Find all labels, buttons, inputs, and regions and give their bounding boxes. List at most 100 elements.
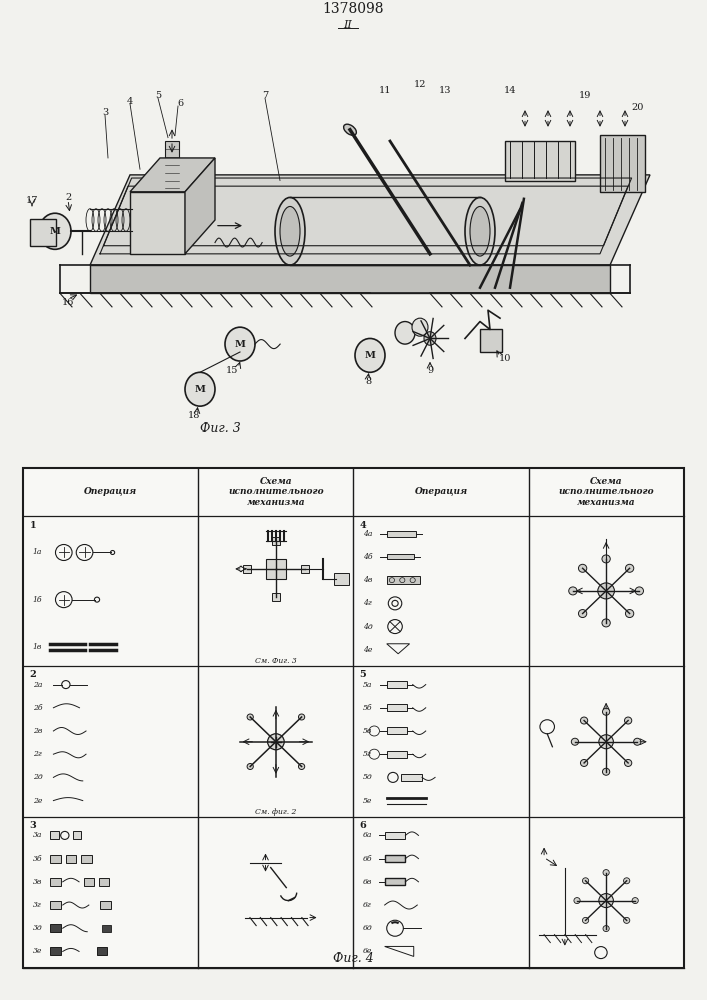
Text: 10: 10 <box>499 354 511 363</box>
Text: 4: 4 <box>127 97 133 106</box>
Circle shape <box>598 583 614 599</box>
Text: 6б: 6б <box>363 855 373 863</box>
Circle shape <box>602 708 609 715</box>
Text: 16: 16 <box>62 298 74 307</box>
Text: 12: 12 <box>414 80 426 89</box>
Bar <box>600 135 645 192</box>
Bar <box>387 704 407 711</box>
Circle shape <box>632 898 638 904</box>
Text: 6д: 6д <box>363 924 373 932</box>
Text: 3в: 3в <box>33 878 42 886</box>
Text: М: М <box>194 385 206 394</box>
Text: 5г: 5г <box>363 750 372 758</box>
Circle shape <box>580 717 588 724</box>
Circle shape <box>355 338 385 372</box>
Text: М: М <box>235 340 245 349</box>
Circle shape <box>574 898 580 904</box>
Text: 15: 15 <box>226 366 238 375</box>
Ellipse shape <box>344 124 356 135</box>
Text: 4б: 4б <box>363 553 373 561</box>
Bar <box>385 855 405 862</box>
Text: 11: 11 <box>379 86 391 95</box>
Text: 5б: 5б <box>363 704 373 712</box>
Circle shape <box>424 332 436 345</box>
Text: 4г: 4г <box>363 599 372 607</box>
Circle shape <box>633 738 641 745</box>
Text: Фиг. 4: Фиг. 4 <box>333 952 374 964</box>
Circle shape <box>603 926 609 932</box>
Ellipse shape <box>470 206 490 256</box>
Circle shape <box>578 610 587 618</box>
Text: 2в: 2в <box>33 727 42 735</box>
Text: 2б: 2б <box>33 704 42 712</box>
Ellipse shape <box>280 206 300 256</box>
Text: 3е: 3е <box>33 947 42 955</box>
Circle shape <box>624 759 632 766</box>
Text: 3д: 3д <box>33 924 42 932</box>
Circle shape <box>599 894 614 908</box>
Text: 14: 14 <box>504 86 516 95</box>
Bar <box>83 878 94 886</box>
Bar <box>505 141 575 181</box>
Text: 19: 19 <box>579 91 591 100</box>
Circle shape <box>568 587 577 595</box>
Text: 7: 7 <box>262 91 268 100</box>
Bar <box>266 559 286 579</box>
Polygon shape <box>185 158 215 254</box>
Circle shape <box>624 717 632 724</box>
Bar <box>97 947 107 955</box>
Bar <box>66 855 76 863</box>
Circle shape <box>602 619 610 627</box>
Bar <box>165 141 179 192</box>
Text: 3а: 3а <box>33 831 42 839</box>
Bar <box>50 947 61 955</box>
Circle shape <box>185 372 215 406</box>
Text: 20: 20 <box>632 103 644 112</box>
Text: См. фиг. 2: См. фиг. 2 <box>255 808 297 816</box>
Bar <box>387 576 420 584</box>
Text: 5: 5 <box>155 91 161 100</box>
Bar <box>271 593 280 601</box>
Bar <box>387 751 407 758</box>
Text: 4в: 4в <box>363 576 372 584</box>
Text: 5: 5 <box>360 670 366 679</box>
Circle shape <box>602 555 610 563</box>
Text: 4д: 4д <box>363 623 373 631</box>
Circle shape <box>571 738 578 745</box>
Circle shape <box>599 735 614 749</box>
Text: М: М <box>365 351 375 360</box>
Bar <box>387 554 414 559</box>
Text: 3г: 3г <box>33 901 42 909</box>
Text: 3: 3 <box>102 108 108 117</box>
Text: 5а: 5а <box>363 681 372 689</box>
Text: 2а: 2а <box>33 681 42 689</box>
Circle shape <box>247 763 253 769</box>
Bar <box>243 565 251 573</box>
Circle shape <box>583 917 589 923</box>
Text: 13: 13 <box>439 86 451 95</box>
Text: 1в: 1в <box>33 643 42 651</box>
Text: 2г: 2г <box>33 750 42 758</box>
Text: Операция: Операция <box>84 487 137 496</box>
Bar <box>387 681 407 688</box>
Circle shape <box>267 734 284 750</box>
Text: 1б: 1б <box>33 596 42 604</box>
Text: 6: 6 <box>360 821 366 830</box>
Text: 4: 4 <box>360 520 366 530</box>
Bar <box>334 573 349 585</box>
Bar <box>385 855 405 862</box>
Bar <box>402 774 422 781</box>
Bar <box>50 924 61 932</box>
Text: 9: 9 <box>427 366 433 375</box>
Text: 6в: 6в <box>363 878 372 886</box>
Bar <box>385 832 405 839</box>
Text: 6а: 6а <box>363 831 372 839</box>
Bar <box>100 901 110 909</box>
Text: 17: 17 <box>25 196 38 205</box>
Polygon shape <box>90 265 610 293</box>
Text: Схема
исполнительного
механизма: Схема исполнительного механизма <box>559 477 654 507</box>
Text: 2д: 2д <box>33 773 42 781</box>
Ellipse shape <box>465 197 495 265</box>
Bar <box>99 878 110 886</box>
Text: 1378098: 1378098 <box>322 2 384 16</box>
